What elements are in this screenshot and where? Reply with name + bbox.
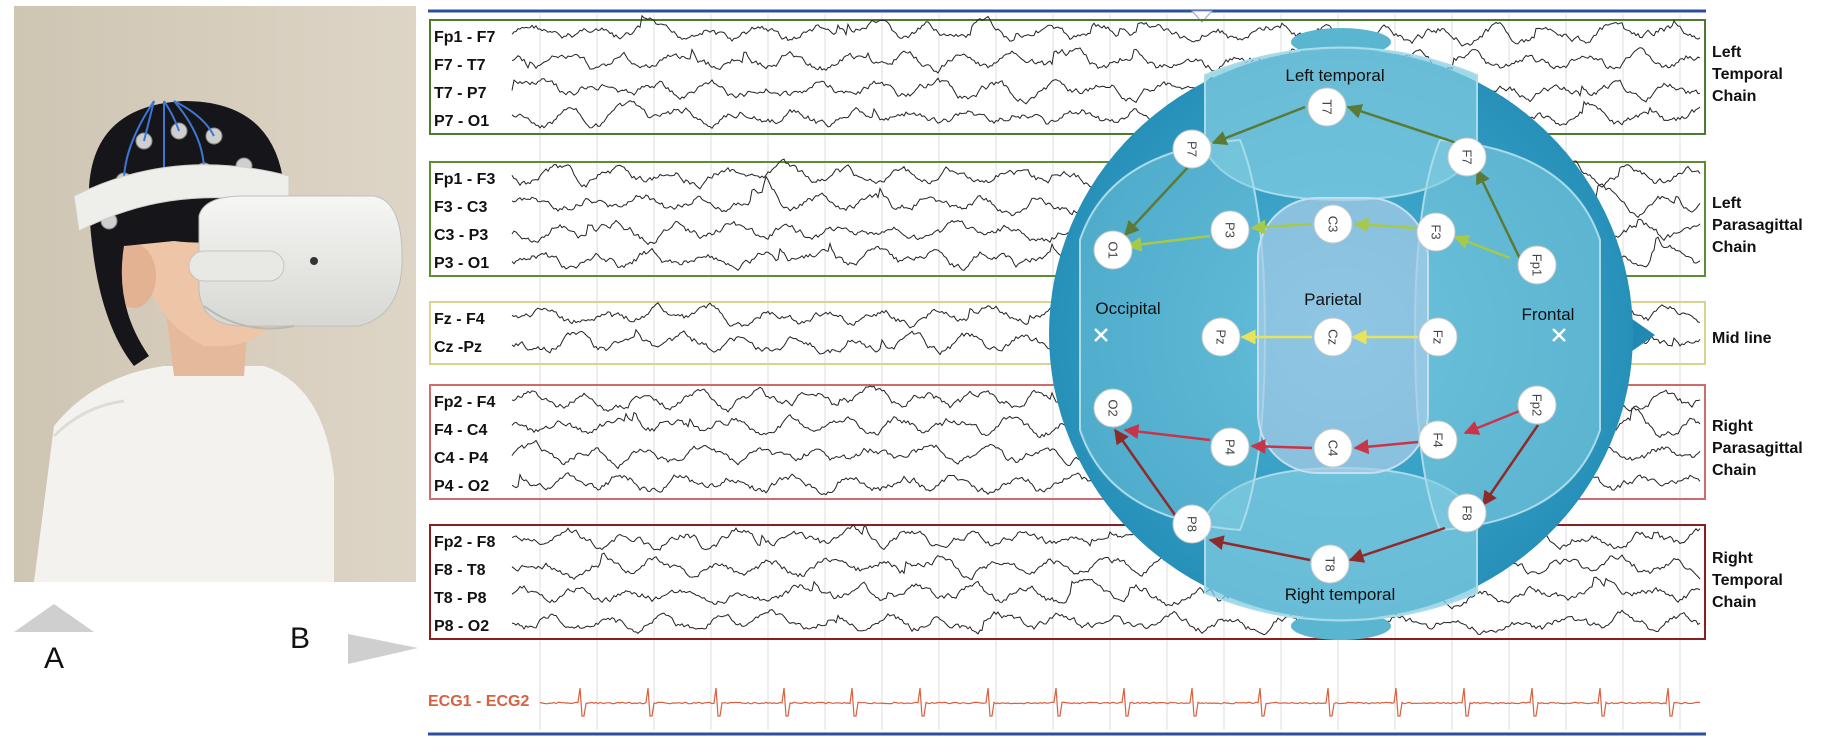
electrode-f7: [1447, 137, 1487, 177]
electrode-label: Pz: [1214, 329, 1229, 344]
chain-label: Chain: [1712, 88, 1756, 105]
electrode-label: P7: [1185, 141, 1200, 157]
electrode-head-map: T7 P7 F7 O1 P3 C3 F3 Fp1 Pz Cz Fz O2 P4 …: [1049, 28, 1655, 640]
electrode-t7: [1307, 87, 1347, 127]
electrode-label: F4: [1431, 432, 1446, 447]
channel-label: Cz -Pz: [434, 339, 482, 356]
channel-label: Fp2 - F4: [434, 394, 495, 411]
chain-label: Left: [1712, 195, 1742, 212]
electrode-label: Cz: [1326, 329, 1341, 345]
chain-label: Right: [1712, 418, 1754, 435]
reference-cross-marks: [1094, 328, 1566, 342]
channel-label: C4 - P4: [434, 450, 488, 467]
panel-a-arrow: [14, 604, 94, 632]
region-label-occipital: Occipital: [1095, 299, 1160, 318]
chain-label: Temporal: [1712, 66, 1783, 83]
chain-label: Parasagittal: [1712, 217, 1803, 234]
electrode-label: Fp2: [1530, 394, 1545, 416]
region-label-right-temporal: Right temporal: [1285, 585, 1396, 604]
electrode-label: F7: [1460, 149, 1475, 164]
channel-label: F4 - C4: [434, 422, 487, 439]
panel-b-label: B: [290, 622, 311, 655]
panel-a-label: A: [44, 642, 65, 675]
electrode-pz: [1201, 317, 1241, 357]
chain-label: Mid line: [1712, 330, 1772, 347]
region-label-left-temporal: Left temporal: [1285, 66, 1384, 85]
channel-label: Fp2 - F8: [434, 534, 495, 551]
channel-label: Fp1 - F7: [434, 29, 495, 46]
electrode-f4: [1418, 420, 1458, 460]
electrode-label: T7: [1320, 99, 1335, 114]
electrode-o2: [1093, 388, 1133, 428]
channel-label: T8 - P8: [434, 590, 487, 607]
electrode-c4: [1313, 428, 1353, 468]
electrode-f8: [1447, 493, 1487, 533]
eeg-trace: [511, 609, 1701, 636]
electrode-p8: [1172, 504, 1212, 544]
electrode-label: C3: [1326, 216, 1341, 233]
channel-label: P8 - O2: [434, 618, 489, 635]
eeg-trace: [511, 14, 1701, 47]
participant-illustration: [14, 6, 416, 582]
electrode-p3: [1210, 210, 1250, 250]
electrode-p7: [1172, 129, 1212, 169]
channel-label: T7 - P7: [434, 85, 487, 102]
electrode-p4: [1210, 427, 1250, 467]
electrode-label: T8: [1323, 556, 1338, 571]
electrode-label: P3: [1223, 222, 1238, 238]
electrode-label: C4: [1326, 440, 1341, 457]
chain-label: Parasagittal: [1712, 440, 1803, 457]
electrode-cz: [1313, 317, 1353, 357]
panel-b-arrow: [348, 634, 418, 664]
electrode-fp2: [1517, 385, 1557, 425]
participant-photo: [14, 6, 416, 582]
electrode-fz: [1418, 317, 1458, 357]
electrode-label: O2: [1106, 399, 1121, 416]
time-cursor-marker: [1190, 10, 1214, 23]
chain-label: Right: [1712, 550, 1754, 567]
electrode-label: Fz: [1431, 330, 1446, 344]
channel-label: F3 - C3: [434, 199, 487, 216]
channel-label: Fz - F4: [434, 311, 485, 328]
region-label-parietal: Parietal: [1304, 290, 1362, 309]
electrode-o1: [1093, 230, 1133, 270]
group-box-left-temporal: [429, 19, 1706, 135]
channel-label: P3 - O1: [434, 255, 489, 272]
electrode-label: F8: [1460, 505, 1475, 520]
eeg-trace: [511, 576, 1701, 610]
group-box-right-temporal: [429, 524, 1706, 640]
chain-label: Chain: [1712, 239, 1756, 256]
channel-label: P4 - O2: [434, 478, 489, 495]
electrode-label: Fp1: [1530, 254, 1545, 276]
chain-label: Chain: [1712, 594, 1756, 611]
electrode-c3: [1313, 204, 1353, 244]
chain-label: Chain: [1712, 462, 1756, 479]
channel-label: C3 - P3: [434, 227, 488, 244]
electrode-fp1: [1517, 245, 1557, 285]
eeg-trace: [511, 71, 1701, 105]
ecg-trace: [539, 687, 1701, 717]
chain-label: Temporal: [1712, 572, 1783, 589]
channel-label: F8 - T8: [434, 562, 486, 579]
eeg-trace: [511, 47, 1701, 74]
electrode-t8: [1310, 544, 1350, 584]
electrode-label: F3: [1429, 224, 1444, 239]
ecg-label: ECG1 - ECG2: [428, 693, 529, 710]
channel-label: F7 - T7: [434, 57, 486, 74]
region-label-frontal: Frontal: [1522, 305, 1575, 324]
channel-label: P7 - O1: [434, 113, 489, 130]
electrode-label: P8: [1185, 516, 1200, 532]
chain-label: Left: [1712, 44, 1742, 61]
electrode-f3: [1416, 212, 1456, 252]
channel-label: Fp1 - F3: [434, 171, 495, 188]
electrode-label: O1: [1106, 241, 1121, 258]
electrode-label: P4: [1223, 439, 1238, 455]
